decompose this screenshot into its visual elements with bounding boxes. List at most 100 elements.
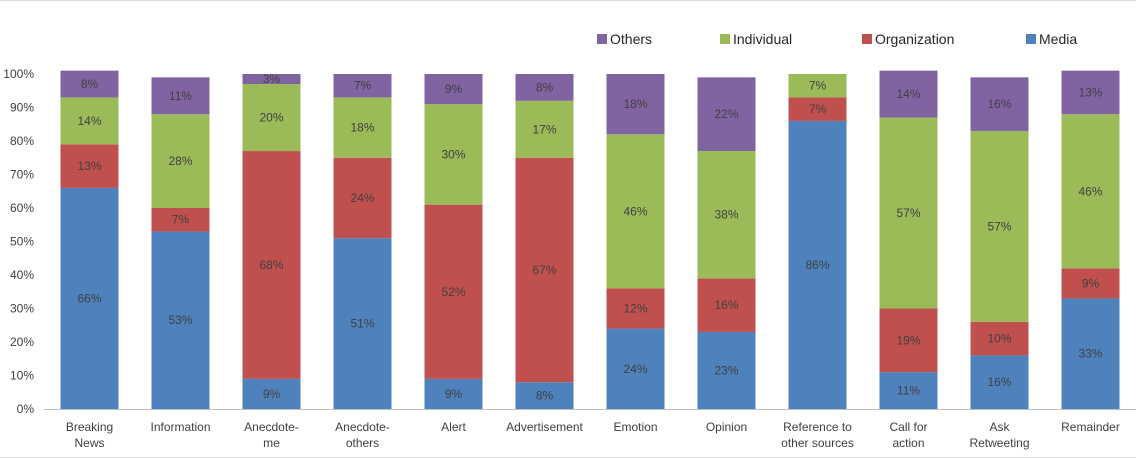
bar-segment-others xyxy=(697,77,756,152)
bar-segment-others xyxy=(333,74,392,98)
data-label-others: 22% xyxy=(714,107,738,121)
x-category-label: Advertisement xyxy=(506,420,583,434)
bar-segment-media xyxy=(970,355,1029,409)
bar-segment-organization xyxy=(333,157,392,239)
legend-swatch-organization xyxy=(862,34,872,44)
bar-segment-individual xyxy=(333,97,392,158)
data-label-media: 51% xyxy=(350,317,374,331)
data-label-individual: 14% xyxy=(77,114,101,128)
data-label-individual: 17% xyxy=(532,122,556,136)
data-label-organization: 16% xyxy=(714,298,738,312)
x-category-label: Ask xyxy=(989,420,1010,434)
legend-label-media: Media xyxy=(1039,31,1077,47)
bar-segment-media xyxy=(424,378,483,409)
legend-swatch-others xyxy=(597,34,607,44)
x-category-label: Emotion xyxy=(613,420,657,434)
data-label-organization: 10% xyxy=(987,332,1011,346)
bar-segment-individual xyxy=(879,117,938,309)
data-label-others: 11% xyxy=(169,89,192,103)
data-label-organization: 12% xyxy=(623,302,647,316)
data-label-others: 16% xyxy=(987,97,1011,111)
bar-segment-media xyxy=(879,372,938,409)
data-label-individual: 38% xyxy=(714,208,738,222)
bar-segment-others xyxy=(515,74,574,101)
legend-swatch-media xyxy=(1026,34,1036,44)
bar-segment-organization xyxy=(424,204,483,379)
bar-segment-organization xyxy=(606,288,665,329)
bar-segment-individual xyxy=(515,100,574,158)
bar-segment-others xyxy=(151,77,210,115)
bar-segment-media xyxy=(697,331,756,409)
data-label-individual: 18% xyxy=(350,121,374,135)
bar-segment-organization xyxy=(879,308,938,373)
data-label-individual: 7% xyxy=(809,79,827,93)
bar-segment-others xyxy=(242,74,301,85)
bar-segment-media xyxy=(788,120,847,410)
data-label-individual: 20% xyxy=(259,111,283,125)
x-category-label: Reference to xyxy=(783,420,852,434)
data-label-organization: 67% xyxy=(532,263,556,277)
bar-segment-media xyxy=(1061,298,1120,409)
data-label-others: 8% xyxy=(81,77,99,91)
data-label-media: 86% xyxy=(805,258,829,272)
x-category-label: Alert xyxy=(441,420,466,434)
y-tick-label: 70% xyxy=(10,168,34,182)
x-category-label: Opinion xyxy=(706,420,747,434)
bar-segment-organization xyxy=(697,278,756,332)
data-label-others: 14% xyxy=(896,87,920,101)
bar-segment-media xyxy=(60,187,119,409)
data-label-organization: 24% xyxy=(350,191,374,205)
x-category-label: others xyxy=(346,436,379,450)
x-axis: Breaking News Information Anecdote-me Anecdo… xyxy=(44,409,1136,450)
bar-segment-media xyxy=(606,328,665,409)
bar-segment-others xyxy=(424,74,483,105)
y-tick-label: 40% xyxy=(10,268,34,282)
data-label-media: 9% xyxy=(263,387,281,401)
data-label-organization: 19% xyxy=(896,333,920,347)
data-label-individual: 30% xyxy=(441,147,465,161)
data-label-individual: 57% xyxy=(896,206,920,220)
data-label-others: 3% xyxy=(263,72,281,86)
legend-label-others: Others xyxy=(610,31,652,47)
data-label-media: 23% xyxy=(714,363,738,377)
data-label-others: 7% xyxy=(354,79,372,93)
x-category-label: Anecdote- xyxy=(335,420,390,434)
x-category-label: Retweeting xyxy=(969,436,1029,450)
y-tick-label: 10% xyxy=(10,369,34,383)
bar-segment-individual xyxy=(606,134,665,289)
data-label-organization: 68% xyxy=(259,258,283,272)
data-label-media: 66% xyxy=(77,291,101,305)
bars: 66% 13% 14% 8% 53% 7% 28% 11% 9% 68% 20% 3% 51% 24% 18… xyxy=(60,70,1120,410)
x-category-label: Anecdote- xyxy=(244,420,299,434)
y-tick-label: 80% xyxy=(10,134,34,148)
x-category-label: Remainder xyxy=(1061,420,1120,434)
data-label-organization: 7% xyxy=(172,213,190,227)
bar-segment-media xyxy=(151,231,210,409)
bar-segment-others xyxy=(970,77,1029,131)
y-tick-label: 50% xyxy=(10,235,34,249)
bar-segment-organization xyxy=(60,144,119,188)
data-label-individual: 46% xyxy=(623,204,647,218)
data-label-individual: 28% xyxy=(168,154,192,168)
bar-segment-individual xyxy=(242,84,301,152)
legend-swatch-individual xyxy=(720,34,730,44)
bar-segment-individual xyxy=(424,104,483,205)
data-label-media: 24% xyxy=(623,362,647,376)
bar-segment-media xyxy=(515,382,574,409)
data-label-organization: 52% xyxy=(441,285,465,299)
bar-segment-others xyxy=(1061,70,1120,115)
y-tick-label: 30% xyxy=(10,302,34,316)
bar-segment-individual xyxy=(60,97,119,145)
bar-segment-media xyxy=(242,378,301,409)
bar-segment-individual xyxy=(970,130,1029,322)
bar-segment-others xyxy=(879,70,938,118)
y-tick-label: 0% xyxy=(17,402,35,416)
x-category-label: action xyxy=(892,436,924,450)
x-category-label: News xyxy=(74,436,104,450)
data-label-others: 8% xyxy=(536,80,554,94)
y-axis: 0% 10% 20% 30% 40% 50% 60% 70% 80% 90% 100% xyxy=(3,67,34,416)
bar-segment-organization xyxy=(788,97,847,121)
bar-segment-individual xyxy=(1061,114,1120,269)
bar-segment-others xyxy=(60,70,119,98)
